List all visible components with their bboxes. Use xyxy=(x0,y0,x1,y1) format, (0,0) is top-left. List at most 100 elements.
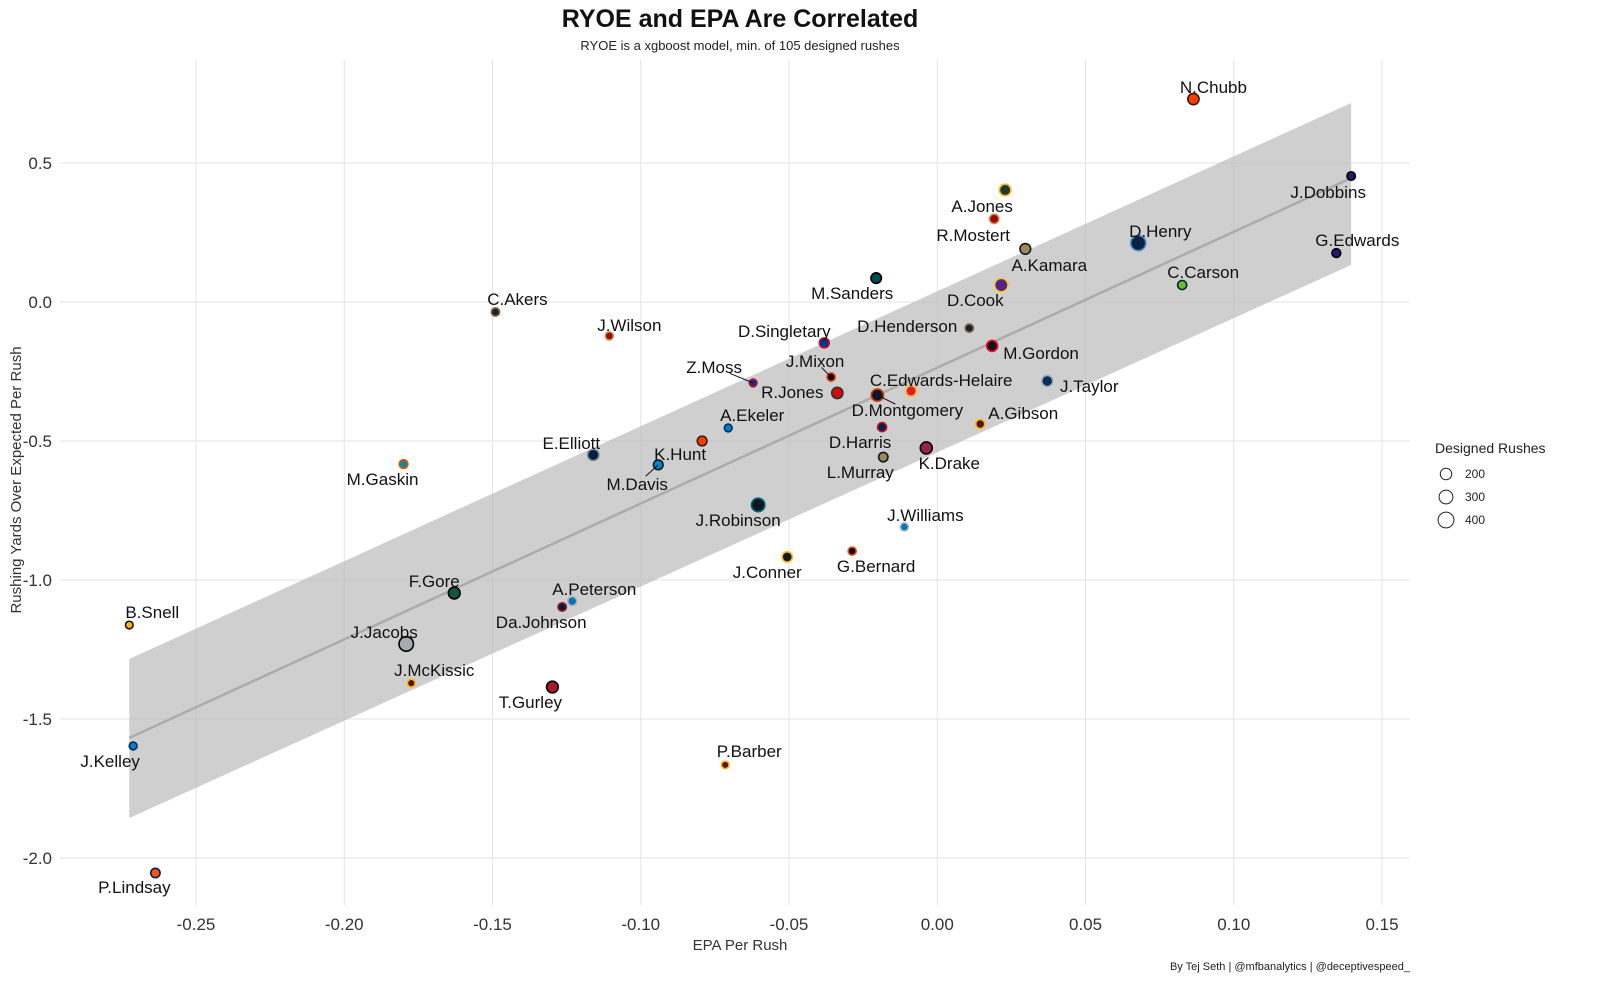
point-label: A.Peterson xyxy=(552,580,636,599)
data-point xyxy=(988,213,1000,225)
y-tick-label: -1.0 xyxy=(23,571,52,590)
data-point xyxy=(919,441,934,455)
chart-title: RYOE and EPA Are Correlated xyxy=(562,5,919,33)
point-label: B.Snell xyxy=(125,603,179,622)
legend: Designed Rushes 200 300 400 xyxy=(1435,440,1546,529)
legend-entry-label: 200 xyxy=(1465,467,1485,481)
point-label: J.Robinson xyxy=(696,511,781,530)
x-tick-label: 0.15 xyxy=(1365,915,1398,934)
data-point xyxy=(998,183,1012,197)
data-point xyxy=(723,423,733,433)
data-point xyxy=(905,384,918,397)
legend-entry-label: 400 xyxy=(1465,513,1485,527)
x-tick-label: -0.15 xyxy=(473,915,512,934)
x-tick-label: -0.20 xyxy=(325,915,364,934)
point-label: D.Harris xyxy=(829,433,891,452)
data-point xyxy=(696,435,708,447)
data-point xyxy=(586,448,600,462)
point-label: N.Chubb xyxy=(1180,78,1247,97)
legend-entry-label: 300 xyxy=(1465,490,1485,504)
data-point xyxy=(1187,92,1200,106)
point-label: M.Gaskin xyxy=(347,470,419,489)
data-point xyxy=(149,867,161,879)
data-point xyxy=(1176,279,1188,291)
point-label: J.Kelley xyxy=(80,752,140,771)
axis-ticks: -0.25 -0.20 -0.15 -0.10 -0.05 0.00 0.05 0.10 0.1… xyxy=(23,154,1399,934)
data-point xyxy=(847,546,858,556)
point-label: K.Hunt xyxy=(654,445,706,464)
point-label: J.Taylor xyxy=(1060,377,1119,396)
point-label: G.Edwards xyxy=(1315,231,1399,250)
regression-line xyxy=(128,176,1352,740)
data-point xyxy=(870,272,883,285)
point-label: A.Jones xyxy=(951,197,1012,216)
point-label: J.Conner xyxy=(733,563,802,582)
point-label: R.Jones xyxy=(761,383,823,402)
x-tick-label: -0.25 xyxy=(177,915,216,934)
point-label: A.Gibson xyxy=(988,404,1058,423)
data-point xyxy=(781,551,794,563)
x-tick-label: -0.10 xyxy=(621,915,660,934)
point-label: Da.Johnson xyxy=(496,613,587,632)
data-point xyxy=(830,386,844,400)
data-point xyxy=(1129,234,1147,252)
point-label: D.Henderson xyxy=(857,317,957,336)
data-point xyxy=(877,451,889,463)
data-point xyxy=(406,678,416,688)
point-label: T.Gurley xyxy=(499,693,563,712)
data-point xyxy=(974,418,986,430)
point-label: E.Elliott xyxy=(542,434,600,453)
data-point xyxy=(993,277,1009,293)
point-label: M.Davis xyxy=(607,475,668,494)
data-point xyxy=(604,331,615,341)
data-point xyxy=(398,635,415,652)
caption: By Tej Seth | @mfbanalytics | @deceptive… xyxy=(1170,961,1411,973)
point-label: K.Drake xyxy=(919,454,980,473)
label-connector xyxy=(821,367,832,378)
x-tick-label: 0.00 xyxy=(921,915,954,934)
data-point xyxy=(557,601,568,612)
point-label: A.Ekeler xyxy=(720,406,785,425)
confidence-band xyxy=(128,102,1352,818)
legend-size-circle xyxy=(1437,511,1455,529)
point-label: C.Carson xyxy=(1167,263,1239,282)
point-label: M.Gordon xyxy=(1003,344,1079,363)
point-label: D.Henry xyxy=(1129,222,1192,241)
data-point xyxy=(899,522,910,532)
y-tick-label: 0.0 xyxy=(28,293,52,312)
point-label: D.Cook xyxy=(947,291,1004,310)
data-point xyxy=(876,421,888,433)
point-label: J.Williams xyxy=(887,506,964,525)
chart-subtitle: RYOE is a xgboost model, min. of 105 des… xyxy=(580,38,900,53)
point-label: F.Gore xyxy=(409,572,460,591)
data-point xyxy=(566,595,578,607)
data-point xyxy=(964,323,975,334)
point-label: P.Lindsay xyxy=(98,878,171,897)
point-label: C.Akers xyxy=(487,290,547,309)
data-point xyxy=(1346,171,1357,182)
data-point xyxy=(985,339,999,353)
point-label: D.Montgomery xyxy=(852,401,964,420)
legend-size-circle xyxy=(1439,467,1453,481)
point-label: D.Singletary xyxy=(738,322,831,341)
data-point xyxy=(1331,247,1342,259)
point-label: J.Mixon xyxy=(786,352,845,371)
point-label: J.Wilson xyxy=(597,316,661,335)
label-connector xyxy=(729,372,754,384)
data-point xyxy=(818,337,831,349)
point-label: A.Kamara xyxy=(1012,256,1088,275)
data-point xyxy=(720,760,730,770)
label-connector xyxy=(877,394,896,405)
data-point xyxy=(128,741,138,751)
data-point xyxy=(490,306,501,318)
y-tick-label: -2.0 xyxy=(23,849,52,868)
point-label: L.Murray xyxy=(827,463,895,482)
x-tick-label: 0.05 xyxy=(1069,915,1102,934)
point-label: G.Bernard xyxy=(837,557,915,576)
data-point xyxy=(545,680,560,694)
label-connector xyxy=(645,464,659,477)
point-label: C.Edwards-Helaire xyxy=(870,371,1013,390)
point-label: P.Barber xyxy=(717,742,782,761)
